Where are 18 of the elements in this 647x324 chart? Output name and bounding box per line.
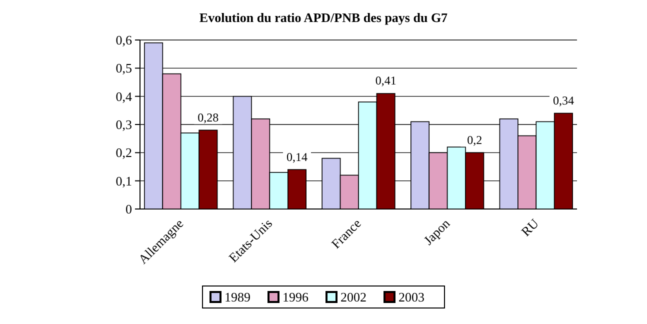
data-label: 0,14 xyxy=(286,150,308,164)
data-label: 0,34 xyxy=(552,93,574,108)
y-tick-label: 0,2 xyxy=(116,145,132,160)
data-label: 0,41 xyxy=(375,74,396,88)
legend-label: 2003 xyxy=(398,290,424,305)
y-tick-label: 0,5 xyxy=(116,60,132,76)
data-label: 0,2 xyxy=(467,132,482,147)
legend-label: 1989 xyxy=(224,290,250,305)
x-tick-label: RU xyxy=(518,215,542,240)
y-tick-label: 0,4 xyxy=(116,88,132,104)
data-label: 0,28 xyxy=(198,110,219,124)
legend-label: 1996 xyxy=(282,290,309,305)
y-tick-label: 0,3 xyxy=(116,117,132,132)
y-tick-label: 0 xyxy=(126,202,132,217)
legend-label: 2002 xyxy=(340,290,366,305)
chart-title: Evolution du ratio APD/PNB des pays du G7 xyxy=(199,10,448,25)
y-tick-label: 0,1 xyxy=(116,173,132,188)
y-tick-label: 0,6 xyxy=(116,32,132,48)
